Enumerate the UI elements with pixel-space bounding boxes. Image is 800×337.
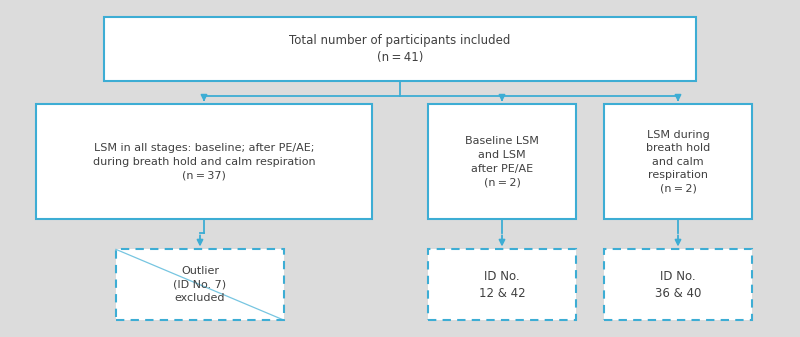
FancyBboxPatch shape bbox=[428, 249, 576, 320]
Text: Outlier
(ID No. 7)
excluded: Outlier (ID No. 7) excluded bbox=[174, 266, 226, 303]
Text: ID No.
12 & 42: ID No. 12 & 42 bbox=[478, 270, 526, 300]
FancyBboxPatch shape bbox=[104, 17, 696, 81]
Text: LSM during
breath hold
and calm
respiration
(n = 2): LSM during breath hold and calm respirat… bbox=[646, 129, 710, 194]
FancyBboxPatch shape bbox=[604, 249, 752, 320]
Text: Baseline LSM
and LSM
after PE/AE
(n = 2): Baseline LSM and LSM after PE/AE (n = 2) bbox=[465, 136, 539, 187]
FancyBboxPatch shape bbox=[36, 104, 372, 219]
Text: ID No.
36 & 40: ID No. 36 & 40 bbox=[655, 270, 701, 300]
Text: Total number of participants included
(n = 41): Total number of participants included (n… bbox=[290, 34, 510, 64]
Text: LSM in all stages: baseline; after PE/AE;
during breath hold and calm respiratio: LSM in all stages: baseline; after PE/AE… bbox=[93, 143, 315, 180]
FancyBboxPatch shape bbox=[604, 104, 752, 219]
FancyBboxPatch shape bbox=[116, 249, 284, 320]
FancyBboxPatch shape bbox=[428, 104, 576, 219]
